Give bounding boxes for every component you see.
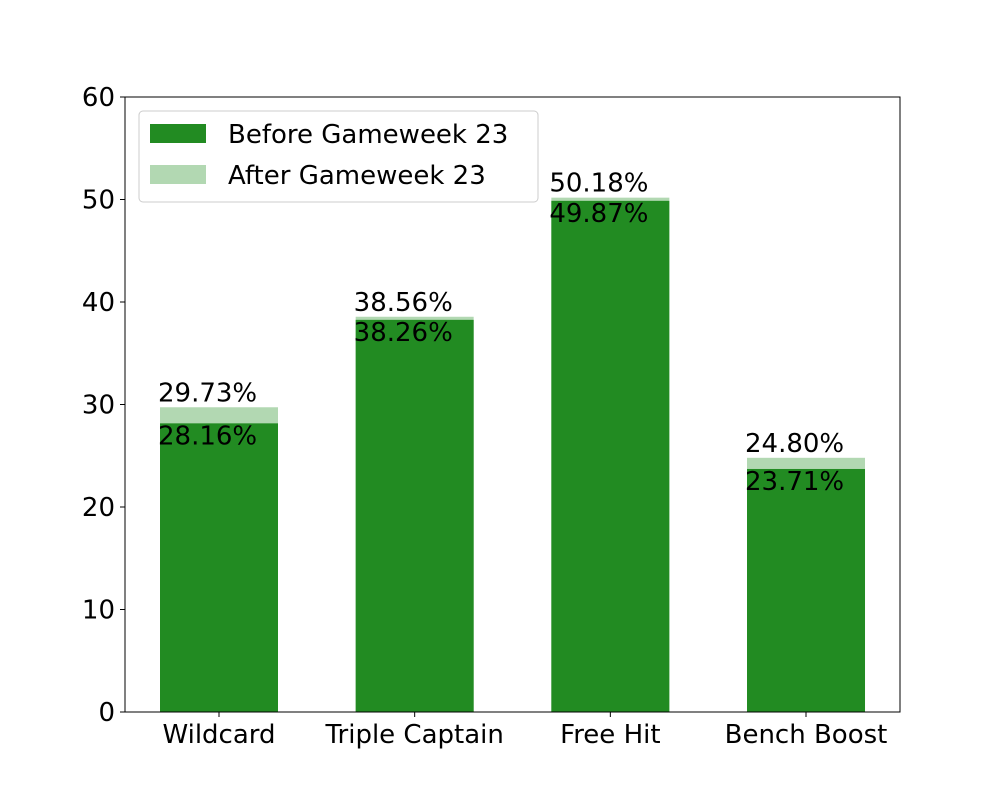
y-tick-label: 10: [82, 596, 115, 626]
y-tick-label: 0: [98, 698, 115, 728]
legend-box: [138, 110, 539, 203]
data-labels-group: 29.73% 28.16% 38.56%38.26% 50.18%49.87% 24.8…: [158, 169, 844, 497]
axis-ticks-group: Wildcard Triple Captain Free Hit Bench Boos…: [82, 83, 887, 750]
y-tick-label: 60: [82, 83, 115, 113]
legend-swatch-before: [150, 124, 206, 143]
x-tick-label: Free Hit: [560, 720, 660, 750]
y-tick-label: 50: [82, 186, 115, 216]
data-label-before: 49.87%: [549, 199, 648, 229]
bar-before-bench-boost: [747, 468, 866, 712]
x-tick-label: Wildcard: [162, 720, 275, 750]
x-tick-label: Bench Boost: [725, 720, 888, 750]
y-tick-label: 20: [82, 493, 115, 523]
data-label-after: 50.18%: [549, 169, 648, 199]
data-label-after: 38.56%: [354, 288, 453, 318]
legend-swatch-after: [150, 165, 206, 184]
data-label-after: 24.80%: [745, 429, 844, 459]
before-bars-group: [160, 200, 866, 712]
y-tick-label: 40: [82, 288, 115, 318]
data-label-before: 38.26%: [354, 318, 453, 348]
data-label-after: 29.73%: [158, 378, 257, 408]
data-label-before: 28.16%: [158, 421, 257, 451]
legend-label-before: Before Gameweek 23: [228, 120, 508, 150]
legend-label-after: After Gameweek 23: [228, 161, 486, 191]
plot-frame: [124, 96, 901, 713]
bar-before-free-hit: [551, 200, 670, 712]
data-label-before: 23.71%: [745, 467, 844, 497]
legend[interactable]: Before Gameweek 23 After Gameweek 23: [138, 110, 539, 203]
bar-before-triple-captain: [355, 319, 474, 712]
y-tick-label: 30: [82, 391, 115, 421]
x-tick-label: Triple Captain: [324, 720, 503, 750]
bar-before-wildcard: [160, 423, 278, 712]
